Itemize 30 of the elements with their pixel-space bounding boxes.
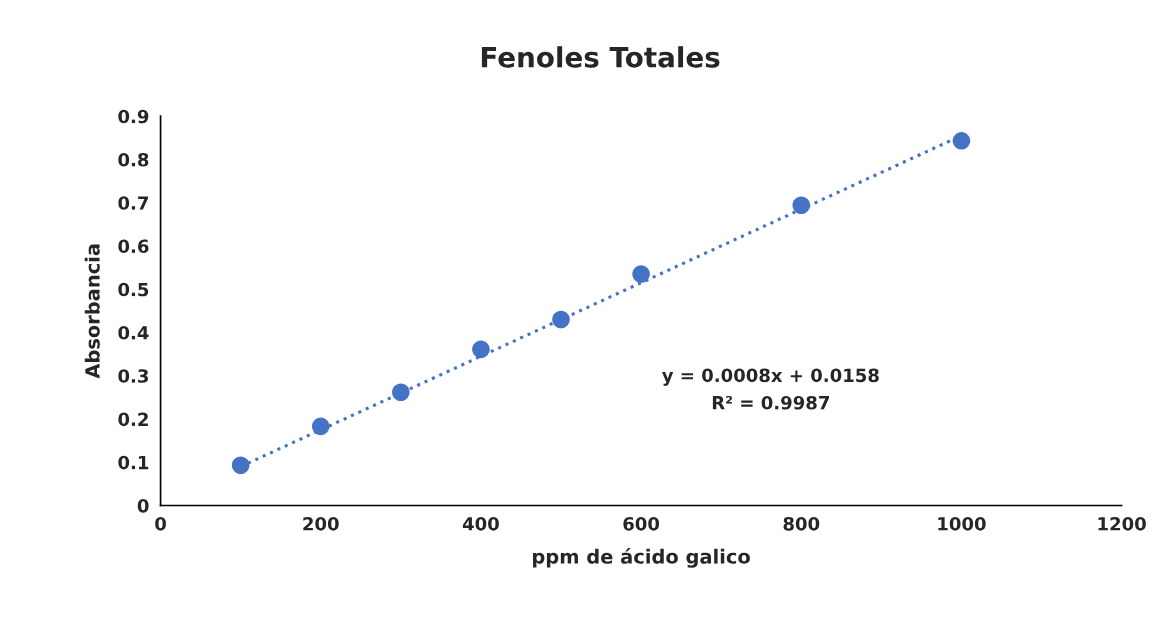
annotation: y = 0.0008x + 0.0158: [661, 368, 879, 386]
y-tick-label: 0.5: [118, 282, 149, 297]
point: [792, 196, 811, 215]
point: [472, 340, 490, 359]
y-axis-title: Absorbancia: [84, 244, 100, 379]
y-tick-label: 0.2: [118, 412, 148, 427]
x-tick-label: 0: [155, 516, 166, 531]
x-tick-label: 800: [783, 516, 820, 531]
x-tick-label: 1000: [938, 516, 986, 531]
point: [311, 417, 330, 436]
y-tick-label: 0.6: [118, 239, 149, 254]
annotation: R² = 0.9987: [712, 395, 829, 410]
y-tick-label: 0.3: [118, 369, 149, 383]
chart-title: Fenoles Totales: [481, 46, 720, 68]
x-tick-label: 600: [623, 516, 660, 531]
y-tick-label: 0.1: [118, 455, 149, 470]
point: [952, 132, 971, 150]
y-tick-label: 0.8: [118, 152, 149, 167]
point: [392, 383, 410, 401]
y-tick-label: 0.9: [118, 109, 149, 124]
x-tick-label: 400: [462, 516, 499, 531]
y-tick-label: 0.4: [118, 325, 149, 340]
point: [231, 456, 250, 475]
y-tick-label: 0.7: [118, 196, 149, 210]
point: [552, 310, 570, 329]
x-axis-title: ppm de ácido galico: [533, 548, 750, 568]
x-tick-label: 200: [303, 516, 339, 531]
point: [632, 265, 650, 283]
x-tick-label: 1200: [1098, 516, 1146, 531]
y-tick-label: 0: [137, 499, 149, 513]
